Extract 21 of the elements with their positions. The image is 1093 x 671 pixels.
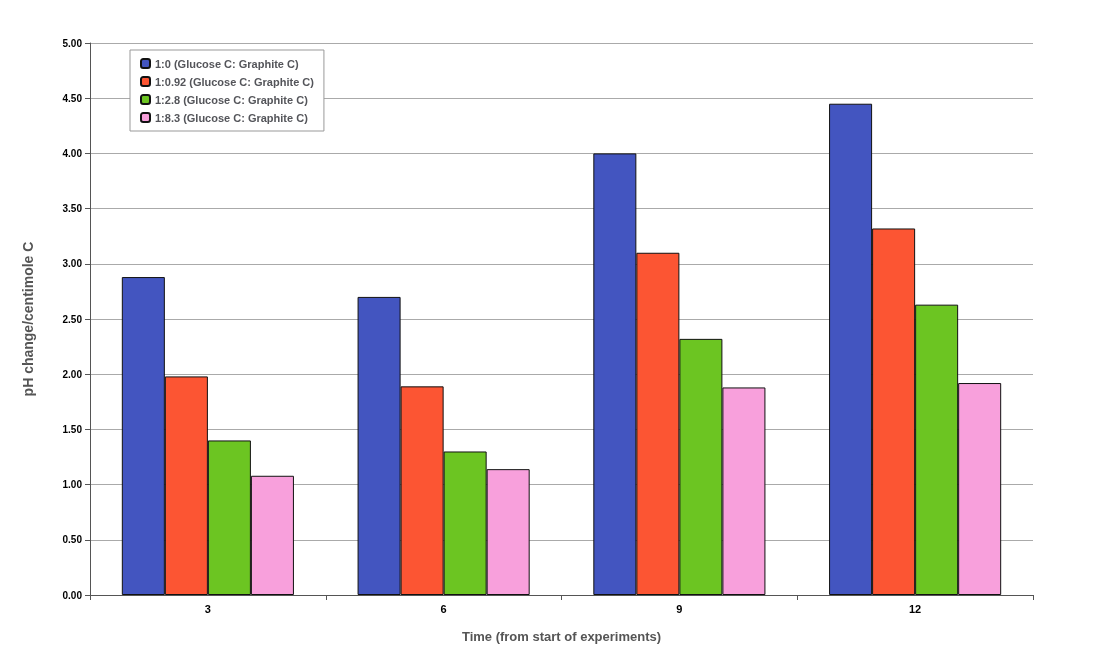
y-tick-label: 5.00 <box>62 37 83 49</box>
x-tick-label: 9 <box>676 602 683 615</box>
x-tick-label: 12 <box>909 602 922 615</box>
y-tick-label: 0.00 <box>62 589 83 601</box>
y-tick-label: 3.00 <box>62 258 83 270</box>
y-tick-label: 2.50 <box>62 313 83 325</box>
y-tick-label: 4.00 <box>62 147 83 159</box>
y-tick-label: 3.50 <box>62 203 83 215</box>
y-tick-label: 1.00 <box>62 479 83 491</box>
y-tick-label: 1.50 <box>62 423 83 435</box>
y-tick-label: 2.00 <box>62 368 83 380</box>
y-axis-title: pH change/centimole C <box>20 241 36 397</box>
legend-label: 1:2.8 (Glucose C: Graphite C) <box>155 93 309 106</box>
x-axis-title: Time (from start of experiments) <box>461 629 662 644</box>
x-tick-label: 6 <box>440 602 447 615</box>
legend-label: 1:0 (Glucose C: Graphite C) <box>155 57 299 70</box>
legend-label: 1:8.3 (Glucose C: Graphite C) <box>155 111 309 124</box>
legend-label: 1:0.92 (Glucose C: Graphite C) <box>155 75 315 88</box>
x-tick-label: 3 <box>204 602 211 615</box>
y-tick-label: 0.50 <box>62 534 83 546</box>
y-tick-label: 4.50 <box>62 92 83 104</box>
